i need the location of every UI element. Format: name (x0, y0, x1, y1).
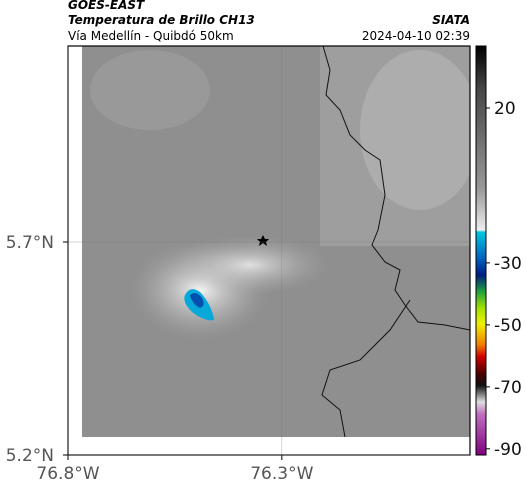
colorbar-tick-label: -90 (494, 440, 522, 460)
city-marker (257, 235, 269, 246)
colorbar-tick-label: -50 (494, 316, 522, 336)
y-tick-label: 5.2°N (6, 446, 54, 466)
datetime: 2024-04-10 02:39 (362, 29, 470, 43)
x-tick-label: 76.8°W (36, 464, 99, 484)
y-tick-label: 5.7°N (6, 233, 54, 253)
colorbar-tick-label: -70 (494, 378, 522, 398)
colorbar-tick-label: 20 (494, 99, 516, 119)
title: Temperatura de Brillo CH13 (68, 13, 255, 27)
colorbar (475, 45, 487, 456)
x-tick-label: 76.3°W (250, 464, 313, 484)
satellite-image (82, 46, 470, 438)
source: SIATA (432, 13, 470, 27)
colorbar-tick-label: -30 (494, 254, 522, 274)
product: GOES-EAST (68, 0, 145, 12)
subtitle: Vía Medellín - Quibdó 50km (68, 29, 234, 43)
